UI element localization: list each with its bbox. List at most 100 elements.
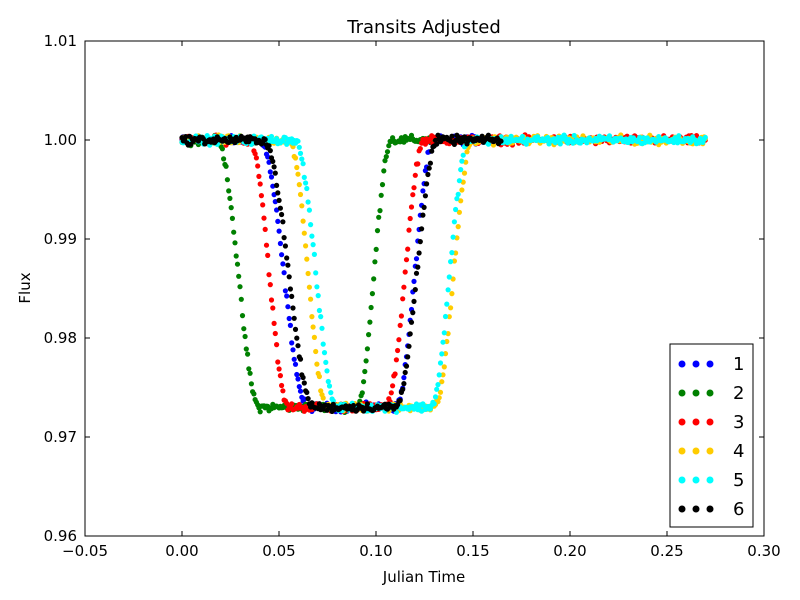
data-point xyxy=(479,133,485,139)
data-point xyxy=(401,284,407,290)
data-point xyxy=(284,293,290,299)
data-point xyxy=(318,388,324,394)
data-point xyxy=(406,227,412,233)
data-point xyxy=(314,284,320,290)
data-point xyxy=(398,313,404,319)
y-axis-label: Flux xyxy=(16,272,34,303)
data-point xyxy=(271,164,277,170)
data-point xyxy=(459,158,465,164)
legend-item-5: 5 xyxy=(678,470,744,491)
data-point xyxy=(255,163,261,169)
data-point xyxy=(323,359,329,365)
data-point xyxy=(303,180,309,186)
data-point xyxy=(303,243,309,249)
data-point xyxy=(397,322,403,328)
data-point xyxy=(227,195,233,201)
data-point xyxy=(295,171,301,177)
data-point xyxy=(268,174,275,180)
data-point xyxy=(441,330,447,336)
data-point xyxy=(364,346,370,352)
data-point xyxy=(498,138,504,144)
data-point xyxy=(306,207,312,213)
data-point xyxy=(300,161,306,167)
legend-label: 1 xyxy=(733,354,744,375)
data-point xyxy=(439,379,445,385)
data-point xyxy=(292,326,299,332)
x-tick-label: 0.00 xyxy=(165,542,198,560)
data-point xyxy=(318,314,324,320)
data-point xyxy=(224,177,230,183)
data-point xyxy=(439,351,445,357)
data-point xyxy=(301,396,307,402)
legend-marker xyxy=(692,447,700,455)
data-point xyxy=(262,226,268,232)
data-point xyxy=(296,144,302,150)
data-point xyxy=(406,343,412,349)
data-point xyxy=(427,160,433,166)
data-point xyxy=(315,293,321,299)
data-point xyxy=(253,155,259,161)
data-point xyxy=(571,132,577,139)
data-point xyxy=(245,351,251,357)
data-point xyxy=(313,348,319,355)
data-point xyxy=(308,222,314,228)
legend-item-1: 1 xyxy=(678,354,744,375)
data-point xyxy=(424,181,430,187)
data-point xyxy=(241,326,247,332)
x-tick-label: 0.15 xyxy=(456,542,489,560)
data-point xyxy=(441,364,447,370)
data-point xyxy=(275,359,281,365)
legend: 1 2 3 4 5 6 xyxy=(669,343,754,528)
data-point xyxy=(384,149,391,155)
data-point xyxy=(386,143,392,149)
data-point xyxy=(429,148,435,154)
data-point xyxy=(606,133,613,139)
data-point xyxy=(416,250,422,256)
data-point xyxy=(258,193,264,199)
legend-marker xyxy=(678,418,686,426)
data-point xyxy=(267,282,273,288)
data-point xyxy=(464,149,470,155)
data-point xyxy=(410,310,416,316)
data-point xyxy=(309,233,315,239)
data-point xyxy=(223,163,229,169)
data-point xyxy=(437,360,444,366)
data-point xyxy=(431,401,437,407)
data-point xyxy=(408,319,415,325)
data-point xyxy=(376,214,382,220)
data-point xyxy=(456,178,462,184)
data-point xyxy=(328,390,334,396)
data-point xyxy=(304,185,310,192)
data-point xyxy=(422,193,428,199)
data-point xyxy=(291,315,297,321)
legend-marker xyxy=(706,476,714,484)
data-point xyxy=(400,296,406,302)
data-point xyxy=(413,256,420,262)
data-point xyxy=(262,136,268,143)
data-point xyxy=(379,182,386,188)
data-point xyxy=(407,215,413,222)
data-point xyxy=(453,206,459,213)
data-point xyxy=(285,304,291,310)
data-point xyxy=(381,168,387,174)
data-point xyxy=(446,314,452,320)
data-point xyxy=(301,230,307,236)
data-point xyxy=(361,379,367,385)
data-point xyxy=(204,133,210,139)
data-point xyxy=(266,272,272,278)
data-point xyxy=(402,269,408,275)
data-point xyxy=(271,320,277,326)
data-point xyxy=(523,141,529,147)
data-point xyxy=(458,198,464,204)
data-point xyxy=(407,331,413,337)
legend-marker xyxy=(706,418,714,426)
data-point xyxy=(411,185,417,191)
data-point xyxy=(420,188,426,194)
data-point xyxy=(371,276,377,282)
data-point xyxy=(287,322,293,328)
data-point xyxy=(321,350,328,356)
data-point xyxy=(402,369,408,376)
data-point xyxy=(284,255,290,261)
legend-item-4: 4 xyxy=(678,441,744,462)
